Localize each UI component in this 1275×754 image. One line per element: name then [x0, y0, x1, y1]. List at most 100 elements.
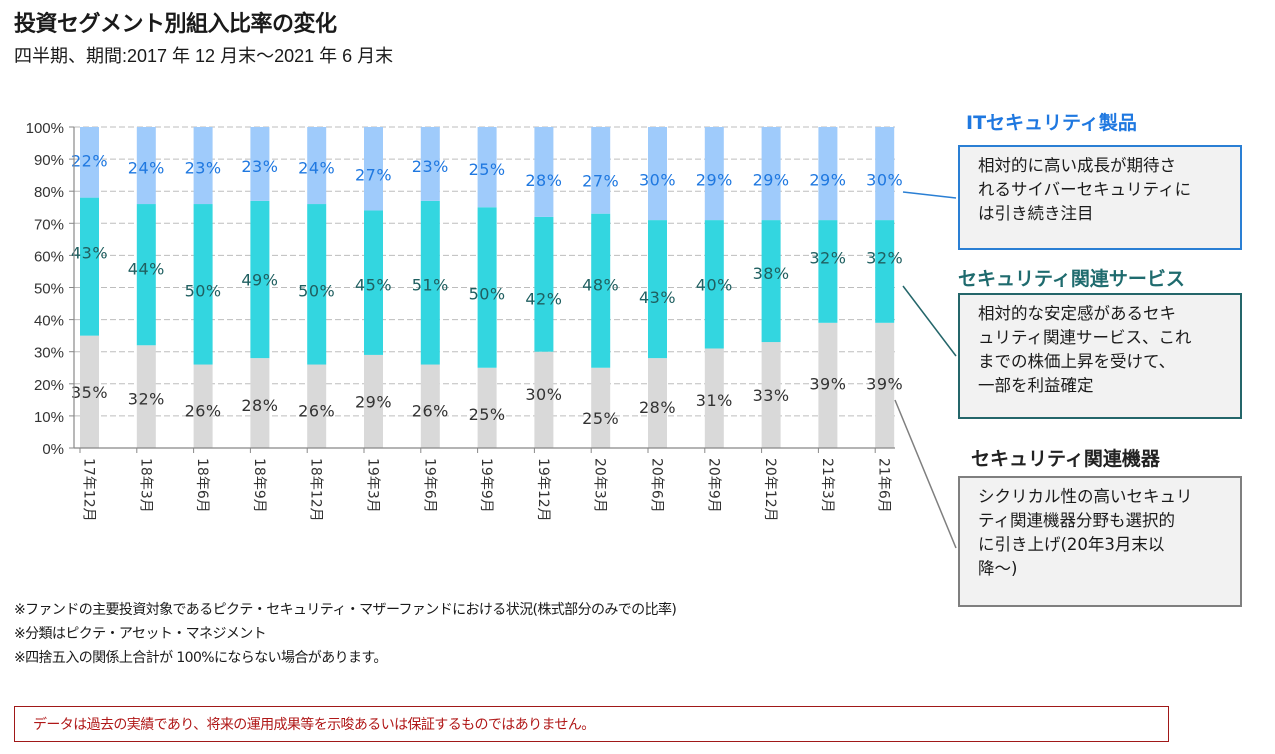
bar-segment [80, 127, 99, 198]
annotation-title-security-services: セキュリティ関連サービス [958, 268, 1185, 290]
data-label: 27% [582, 171, 619, 190]
footnote: ※分類はピクテ・アセット・マネジメント [14, 626, 267, 642]
connector-line-it-products [902, 191, 957, 199]
bar-segment [534, 351, 554, 448]
bar-segment [250, 200, 270, 359]
annotation-box-it-products: 相対的に高い成長が期待さ れるサイバーセキュリティに は引き続き注目 [958, 145, 1242, 250]
data-label: 26% [298, 401, 335, 420]
bar-segment [648, 358, 667, 448]
disclaimer-text: データは過去の実績であり、将来の運用成果等を示唆あるいは保証するものではありませ… [33, 717, 595, 733]
bar-segment [477, 207, 497, 368]
connector-line-security-equipment [894, 399, 957, 549]
x-tick-label: 20年6月 [649, 458, 665, 513]
data-label: 49% [241, 270, 278, 289]
annotation-box-security-services: 相対的な安定感があるセキ ュリティ関連サービス、これ までの株価上昇を受けて、 … [958, 293, 1242, 419]
footnotes: ※ファンドの主要投資対象であるピクテ・セキュリティ・マザーファンドにおける状況(… [14, 598, 677, 670]
bar-segment [761, 127, 781, 221]
bar-segment [80, 197, 99, 336]
x-tick-label: 19年6月 [421, 458, 437, 513]
bar-segment [193, 204, 213, 365]
x-tick-label: 17年12月 [81, 458, 97, 522]
annotation-line: に引き上げ(20年3月末以 [978, 535, 1165, 554]
annotation-line: ティ関連機器分野も選択的 [978, 511, 1176, 530]
bar-segment [136, 345, 156, 448]
data-label: 43% [71, 244, 108, 263]
data-label: 29% [753, 171, 790, 190]
bar-segment [307, 127, 327, 205]
x-tick-label: 18年12月 [308, 458, 324, 522]
annotation-title-it-products: ITセキュリティ製品 [966, 112, 1137, 134]
y-tick-label: 80% [34, 184, 64, 201]
data-label: 26% [185, 401, 222, 420]
data-label: 23% [241, 157, 278, 176]
bar-segment [364, 127, 383, 211]
data-label: 48% [582, 276, 619, 295]
data-label: 32% [809, 248, 846, 267]
bar-segment [364, 354, 383, 448]
y-tick-label: 0% [42, 441, 64, 458]
bar-segment [477, 367, 497, 448]
data-label: 26% [412, 401, 449, 420]
y-tick-label: 90% [34, 152, 64, 169]
bar-segment [875, 127, 895, 221]
bar-segment [420, 364, 440, 448]
data-label: 42% [525, 289, 562, 308]
annotation-line: れるサイバーセキュリティに [978, 180, 1192, 199]
data-label: 39% [809, 374, 846, 393]
x-tick-label: 19年9月 [478, 458, 494, 513]
annotation-line: 一部を利益確定 [978, 376, 1094, 395]
data-label: 25% [469, 405, 506, 424]
bar-segment [761, 220, 781, 343]
data-label: 22% [71, 151, 108, 170]
data-label: 25% [582, 409, 619, 428]
footnote: ※ファンドの主要投資対象であるピクテ・セキュリティ・マザーファンドにおける状況(… [14, 602, 677, 618]
x-tick-label: 18年9月 [251, 458, 267, 513]
data-label: 29% [809, 171, 846, 190]
y-tick-label: 40% [34, 313, 64, 330]
bar-segment [136, 127, 156, 205]
annotation-box-security-equipment: シクリカル性の高いセキュリ ティ関連機器分野も選択的 に引き上げ(20年3月末以… [958, 476, 1242, 607]
x-tick-label: 21年6月 [876, 458, 892, 513]
bar-segment [420, 200, 440, 365]
bar-segment [307, 204, 327, 365]
annotation-line: ュリティ関連サービス、これ [978, 328, 1192, 347]
data-label: 40% [696, 275, 733, 294]
bar-segment [818, 220, 838, 323]
y-tick-label: 20% [34, 377, 64, 394]
x-tick-label: 19年12月 [535, 458, 551, 522]
data-label: 27% [355, 166, 392, 185]
bar-segment [534, 216, 554, 352]
bar-segment [80, 335, 99, 448]
bar-segment [477, 127, 497, 208]
data-label: 23% [412, 157, 449, 176]
data-label: 33% [753, 386, 790, 405]
annotation-line: 相対的に高い成長が期待さ [978, 156, 1176, 175]
data-label: 30% [639, 171, 676, 190]
bar-segment [591, 127, 611, 214]
bar-segment [648, 127, 667, 221]
annotation-line: 降～) [978, 559, 1018, 578]
data-label: 50% [469, 285, 506, 304]
bar-segment [875, 322, 895, 448]
data-label: 23% [185, 159, 222, 178]
x-tick-label: 18年6月 [194, 458, 210, 513]
bar-segment [250, 127, 270, 201]
x-tick-label: 20年9月 [705, 458, 721, 513]
bar-segment [591, 213, 611, 368]
bar-segment [136, 204, 156, 346]
data-label: 28% [639, 398, 676, 417]
y-tick-label: 50% [34, 281, 64, 298]
data-label: 32% [866, 248, 903, 267]
y-tick-label: 30% [34, 345, 64, 362]
annotation-line: までの株価上昇を受けて、 [978, 352, 1176, 371]
data-label: 51% [412, 276, 449, 295]
y-tick-label: 100% [26, 120, 64, 137]
y-tick-label: 70% [34, 216, 64, 233]
bar-segment [704, 127, 724, 221]
data-label: 28% [525, 171, 562, 190]
x-tick-label: 18年3月 [137, 458, 153, 513]
annotation-title-security-equipment: セキュリティ関連機器 [971, 448, 1160, 470]
x-tick-label: 20年3月 [592, 458, 608, 513]
data-label: 28% [241, 396, 278, 415]
bar-segment [761, 342, 781, 448]
